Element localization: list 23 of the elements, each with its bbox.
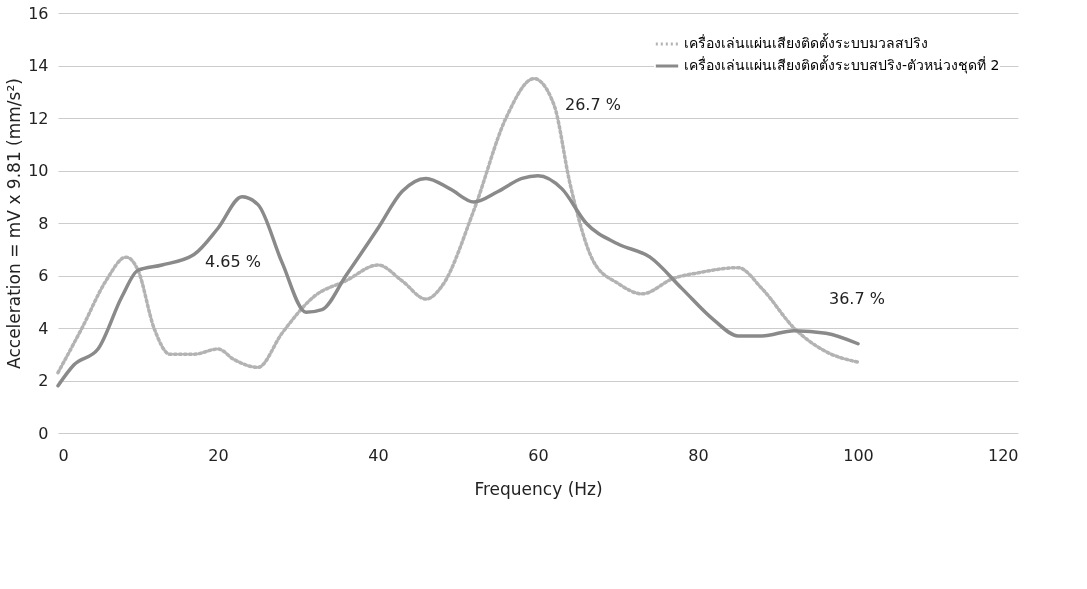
y-tick-label: 6 — [38, 266, 49, 285]
legend-label: เครื่องเล่นแผ่นเสียงติดตั้งระบบมวลสปริง — [684, 33, 928, 51]
y-tick-label: 2 — [38, 371, 49, 390]
annotation: 26.7 % — [565, 95, 621, 114]
y-axis-title: Acceleration = mV x 9.81 (mm/s²) — [4, 78, 25, 369]
y-tick-label: 10 — [28, 161, 49, 180]
x-tick-label: 60 — [528, 445, 549, 465]
x-tick-label: 40 — [368, 445, 389, 465]
x-tick-label: 80 — [688, 445, 709, 465]
y-tick-label: 14 — [28, 56, 49, 75]
x-tick-label: 120 — [987, 445, 1019, 465]
annotation: 4.65 % — [205, 252, 261, 271]
y-tick-label: 12 — [28, 108, 49, 128]
x-axis-title: Frequency (Hz) — [474, 478, 603, 499]
x-tick-label: 0 — [58, 445, 69, 465]
annotation: 36.7 % — [829, 289, 885, 308]
x-tick-label: 100 — [843, 445, 874, 465]
y-tick-label: 0 — [38, 423, 49, 443]
y-tick-label: 8 — [38, 213, 49, 233]
y-tick-label: 4 — [38, 318, 49, 338]
legend-label: เครื่องเล่นแผ่นเสียงติดตั้งระบบสปริง-ตัวหน่วงชุดที่ 2 — [684, 55, 1000, 74]
y-tick-label: 16 — [28, 3, 49, 23]
x-tick-label: 20 — [208, 445, 229, 465]
